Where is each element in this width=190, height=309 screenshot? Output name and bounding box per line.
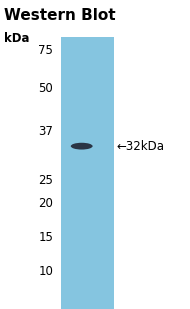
Text: Western Blot: Western Blot <box>4 8 115 23</box>
Text: kDa: kDa <box>4 32 29 45</box>
Text: 75: 75 <box>38 44 53 57</box>
Text: 15: 15 <box>38 231 53 244</box>
Text: 20: 20 <box>38 197 53 210</box>
Text: 25: 25 <box>38 174 53 187</box>
Bar <box>61 37 114 309</box>
Ellipse shape <box>71 143 93 150</box>
Text: 50: 50 <box>38 82 53 95</box>
Text: ←32kDa: ←32kDa <box>117 140 165 153</box>
Text: 37: 37 <box>38 125 53 138</box>
Text: 10: 10 <box>38 265 53 278</box>
